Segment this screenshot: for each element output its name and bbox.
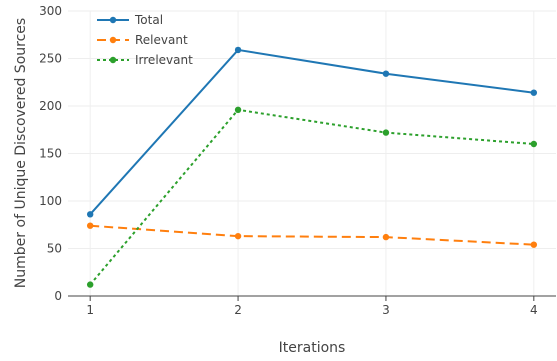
- series-group: [86, 46, 538, 288]
- legend-item: Total: [97, 13, 163, 27]
- series-total: [86, 46, 538, 218]
- x-tick-label: 2: [234, 303, 242, 317]
- grid: [68, 10, 556, 296]
- series-line: [89, 48, 534, 215]
- legend-item: Irrelevant: [97, 53, 193, 67]
- data-point: [530, 140, 538, 148]
- y-tick-label: 100: [39, 194, 62, 208]
- legend-label: Total: [134, 13, 163, 27]
- y-tick-label: 0: [54, 289, 62, 303]
- legend: Total Relevant Irrelevant: [97, 13, 193, 67]
- legend-item: Relevant: [97, 33, 188, 47]
- legend-swatch-marker: [109, 56, 117, 64]
- x-axis-title: Iterations: [279, 340, 346, 356]
- y-tick-label: 300: [39, 4, 62, 18]
- data-point: [234, 232, 242, 240]
- y-tick-label: 200: [39, 99, 62, 113]
- x-tick-label: 3: [382, 303, 390, 317]
- axes: 0 50 100 150 200 250 300 1 2 3 4: [39, 4, 556, 317]
- series-line: [90, 224, 534, 246]
- data-point: [382, 70, 390, 77]
- y-tick-label: 250: [39, 52, 62, 66]
- data-point: [86, 281, 94, 288]
- data-point: [382, 233, 390, 241]
- data-point: [86, 222, 94, 229]
- y-axis-title: Number of Unique Discovered Sources: [13, 18, 29, 288]
- data-point: [86, 211, 94, 218]
- y-tick-label: 150: [39, 147, 62, 161]
- x-tick-label: 4: [530, 303, 538, 317]
- data-point: [234, 106, 242, 114]
- legend-label: Relevant: [135, 33, 188, 47]
- y-tick-label: 50: [47, 242, 62, 256]
- series-irrelevant: [86, 106, 538, 288]
- series-line: [89, 108, 534, 286]
- data-point: [382, 129, 390, 136]
- data-point: [530, 89, 538, 96]
- legend-label: Irrelevant: [135, 53, 193, 67]
- data-point: [234, 46, 242, 54]
- series-relevant: [86, 222, 538, 248]
- legend-swatch-marker: [109, 16, 117, 24]
- legend-swatch-marker: [109, 36, 117, 44]
- data-point: [530, 241, 538, 248]
- x-tick-label: 1: [86, 303, 94, 317]
